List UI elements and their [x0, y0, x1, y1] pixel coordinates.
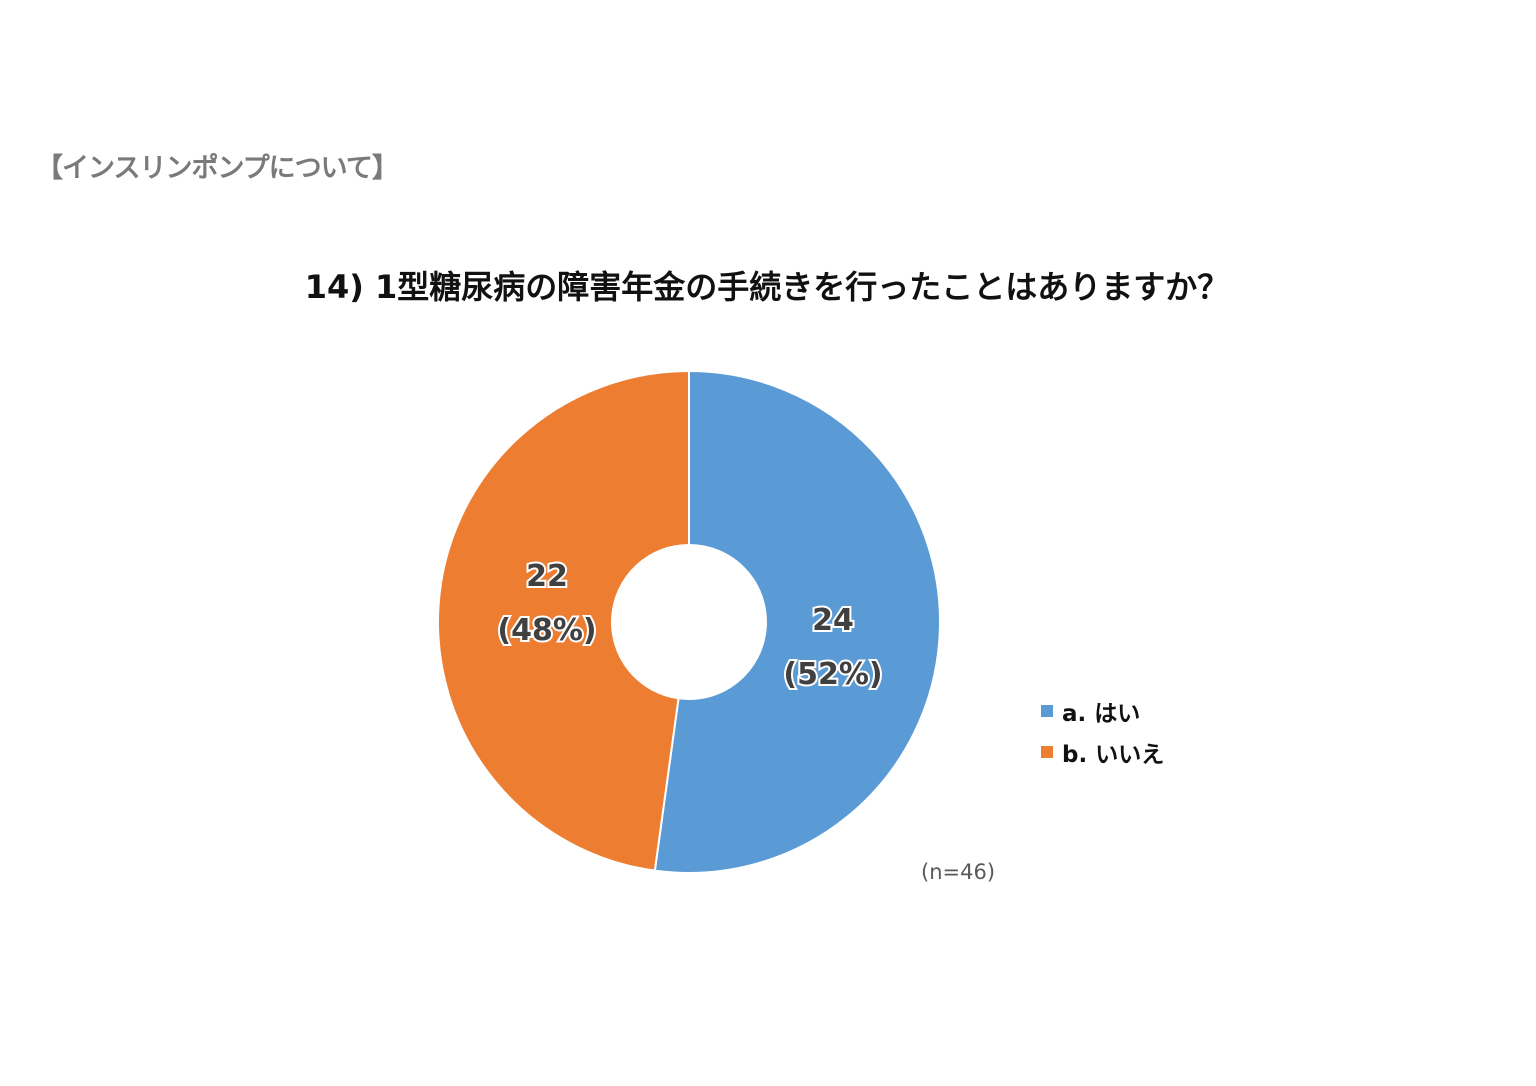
legend-swatch-yes	[1041, 704, 1053, 717]
data-label-value-1: 22	[526, 559, 568, 594]
legend-label-no: b. いいえ	[1062, 741, 1165, 768]
sample-size-note: (n=46)	[921, 860, 996, 884]
legend: a. はい b. いいえ	[1041, 690, 1164, 772]
data-label-percent-0: (52%)	[783, 657, 882, 692]
data-label-percent-1: (48%)	[497, 613, 596, 648]
legend-label-yes: a. はい	[1062, 700, 1141, 727]
section-heading: 【インスリンポンプについて】	[36, 153, 399, 184]
chart-title-text: 14) 1型糖尿病の障害年金の手続きを行ったことはありますか？	[304, 268, 1230, 306]
donut-slice-0	[653, 369, 941, 874]
legend-item-yes: a. はい	[1041, 690, 1164, 731]
legend-item-no: b. いいえ	[1041, 731, 1164, 772]
legend-swatch-no	[1041, 745, 1053, 758]
donut-slice-1	[437, 369, 690, 872]
chart-title: 14) 1型糖尿病の障害年金の手続きを行ったことはありますか？	[0, 262, 1536, 308]
data-label-value-0: 24	[812, 603, 854, 638]
